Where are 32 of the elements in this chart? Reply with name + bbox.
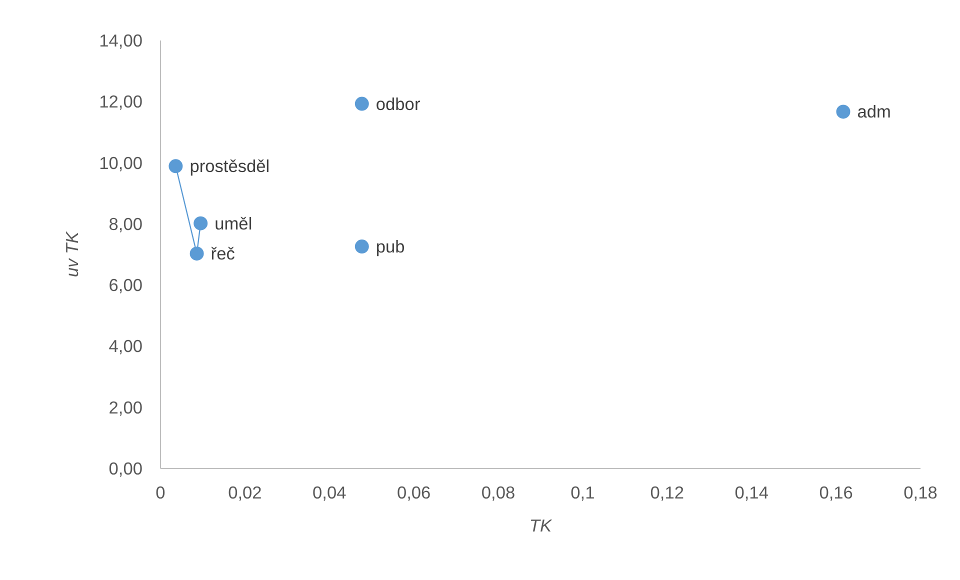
annotation: adm (857, 102, 891, 122)
x-tick-label: 0 (156, 482, 166, 502)
x-tick-label: 0,06 (396, 482, 431, 502)
y-tick-label: 14,00 (99, 30, 143, 50)
annotation: odbor (376, 94, 420, 114)
annotation: prostěsděl (190, 156, 270, 176)
annotation: uměl (214, 213, 252, 234)
point (194, 216, 208, 230)
y-tick-label: 0,00 (108, 458, 143, 478)
y-tick-label: 10,00 (99, 152, 143, 173)
x-tick-label: 0,14 (734, 482, 769, 502)
y-axis-title: uv TK (62, 230, 82, 278)
x-tick-label: 0,12 (650, 482, 684, 502)
point (836, 104, 850, 119)
y-tick-label: 4,00 (108, 336, 143, 356)
annotation: pub (376, 236, 405, 257)
y-tick-label: 12,00 (99, 92, 143, 112)
x-tick-label: 0,16 (819, 482, 853, 502)
x-tick-label: 0,02 (228, 482, 262, 502)
y-tick-label: 6,00 (108, 275, 143, 296)
x-axis-title: TK (529, 516, 554, 536)
point (190, 246, 204, 261)
x-tick-label: 0,18 (904, 482, 938, 502)
point (354, 240, 369, 254)
y-tick-label: 2,00 (108, 397, 143, 418)
x-tick-label: 0,1 (570, 482, 595, 502)
point (168, 159, 183, 174)
y-tick-label: 8,00 (108, 214, 143, 234)
point (354, 96, 369, 111)
x-tick-label: 0,04 (312, 482, 347, 502)
x-tick-label: 0,08 (481, 482, 516, 502)
annotation: řeč (210, 244, 236, 264)
